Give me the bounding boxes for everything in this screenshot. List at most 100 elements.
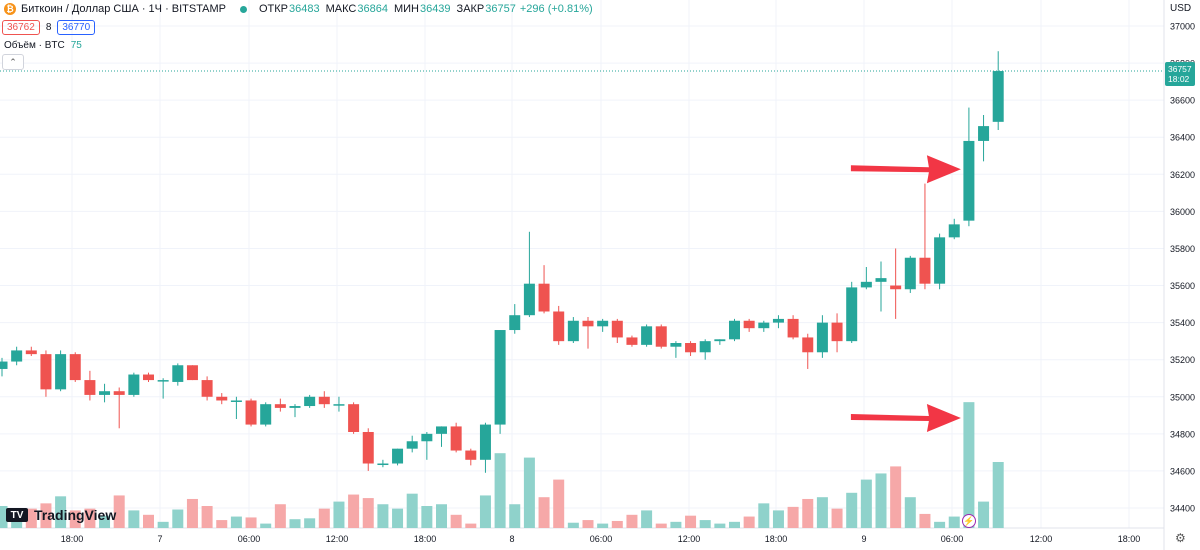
collapse-legend-button[interactable]: ⌃ (2, 54, 24, 70)
volume-bar (421, 506, 433, 528)
volume-bar (963, 402, 975, 528)
candle-body (626, 337, 638, 345)
candle-body (509, 315, 521, 331)
annotations (850, 155, 961, 432)
candle-body (978, 126, 990, 141)
candle-body (860, 281, 872, 288)
price-tick-label: 35400 (1170, 318, 1195, 328)
volume-bar (172, 509, 184, 528)
candle-body (655, 326, 667, 347)
volume-bar (0, 506, 8, 528)
candle-body (245, 400, 257, 425)
price-tick-label: 35000 (1170, 392, 1195, 402)
time-tick-label: 8 (509, 534, 514, 544)
buy-button[interactable]: 36770 (57, 20, 96, 35)
candle-body (846, 287, 858, 342)
volume-bar (860, 479, 872, 528)
candle-body (377, 463, 389, 466)
volume-bar (611, 520, 623, 528)
volume-bar (304, 518, 316, 528)
price-tick-label: 37000 (1170, 22, 1195, 32)
volume-label: Объём · BTC (4, 40, 65, 51)
candle-body (816, 322, 828, 353)
volume-legend[interactable]: Объём · BTC 75 (4, 40, 82, 51)
ohlc-open-label: ОТКР (258, 3, 289, 15)
volume-bar (846, 492, 858, 528)
volume-bar (348, 494, 360, 528)
ohlc-close-value: 36757 (485, 3, 516, 15)
ohlc-high-label: МАКС (325, 3, 357, 15)
time-axis[interactable]: 18:00 7 06:00 12:00 18:00 8 06:00 12:00 18:00 9 06… (61, 534, 1141, 544)
volume-bar (216, 520, 228, 528)
grid-lines (0, 0, 1165, 550)
gear-icon[interactable]: ⚙ (1175, 531, 1186, 545)
volume-bar (919, 513, 931, 528)
candle-body (582, 320, 594, 327)
lightning-icon[interactable]: ⚡ (962, 514, 976, 528)
volume-bar (626, 514, 638, 528)
ohlc-open-value: 36483 (289, 3, 320, 15)
currency-selector[interactable]: USD (1170, 3, 1192, 14)
volume-bar (582, 520, 594, 528)
candle-body (201, 380, 213, 397)
candle-body (143, 374, 154, 381)
price-tick-label: 35600 (1170, 281, 1195, 291)
price-tick-label: 36200 (1170, 170, 1195, 180)
ohlc-high-value: 36864 (357, 3, 388, 15)
volume-bar (289, 519, 301, 528)
volume-bar (436, 504, 447, 528)
candle-body (260, 404, 272, 425)
volume-bar (392, 508, 404, 528)
volume-bar (157, 521, 169, 528)
price-arrow-annotation (850, 155, 961, 184)
price-tick-label: 36000 (1170, 207, 1195, 217)
volume-bar (377, 504, 389, 528)
price-tick-label: 34600 (1170, 466, 1195, 476)
volume-bars (0, 402, 1004, 528)
candle-body (333, 404, 345, 406)
volume-bar (655, 523, 667, 528)
price-tick-label: 35800 (1170, 244, 1195, 254)
symbol-title[interactable]: Биткоин / Доллар США · 1Ч · BITSTAMP (21, 3, 226, 15)
candle-body (699, 341, 711, 353)
sell-button[interactable]: 36762 (2, 20, 40, 35)
volume-bar (362, 498, 374, 528)
price-change: +296 (+0.81%) (519, 3, 593, 15)
candle-body (406, 441, 418, 449)
price-tick-label: 34800 (1170, 429, 1195, 439)
candle-body (157, 380, 169, 382)
candle-body (875, 278, 887, 282)
time-tick-label: 18:00 (765, 534, 788, 544)
last-price-tag-box (1165, 62, 1195, 87)
candle-body (523, 283, 535, 316)
price-tick-label: 34400 (1170, 504, 1195, 514)
candle-body (494, 330, 506, 425)
ohlc-low-value: 36439 (419, 3, 451, 15)
candle-body (597, 320, 609, 327)
candle-body (230, 400, 242, 402)
volume-bar (113, 495, 125, 528)
candle-body (421, 433, 433, 442)
candle-body (670, 343, 682, 347)
volume-bar (729, 521, 740, 528)
volume-bar (274, 504, 286, 528)
price-axis[interactable]: 34400 34600 34800 35000 35200 35400 35600 35800… (1170, 22, 1195, 514)
time-tick-label: 12:00 (678, 534, 701, 544)
volume-bar (699, 520, 711, 528)
candle-body (729, 320, 740, 340)
candle-body (465, 450, 477, 460)
time-tick-label: 18:00 (414, 534, 437, 544)
volume-bar (25, 508, 37, 528)
tradingview-logo-text: TradingView (34, 507, 117, 523)
legend-header: ₿ Биткоин / Доллар США · 1Ч · BITSTAMP О… (4, 3, 593, 15)
price-tick-label: 35200 (1170, 355, 1195, 365)
candle-body (479, 424, 491, 460)
volume-bar (406, 493, 418, 528)
candle-body (772, 318, 784, 323)
volume-bar (494, 453, 506, 528)
volume-bar (553, 479, 565, 528)
volume-bar (465, 523, 477, 528)
tradingview-logo[interactable]: TV TradingView (6, 507, 116, 523)
candle-body (802, 337, 814, 353)
